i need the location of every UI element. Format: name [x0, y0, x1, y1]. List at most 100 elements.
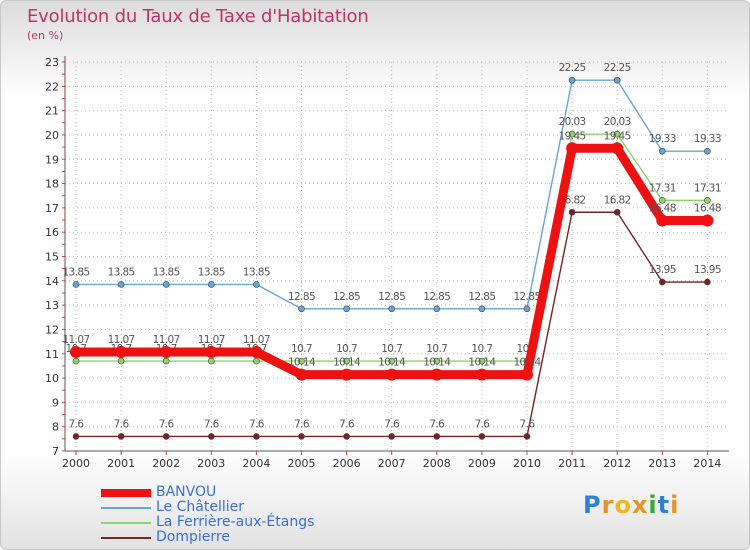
x-tick-label: 2008 — [423, 457, 451, 470]
y-tick-label: 11 — [45, 348, 59, 361]
data-label: 7.6 — [384, 418, 400, 430]
logo-letter: i — [648, 491, 658, 519]
data-label: 19.33 — [694, 133, 721, 145]
data-point — [568, 76, 576, 84]
data-point — [208, 281, 215, 288]
data-point — [433, 305, 441, 313]
logo-letter: r — [601, 491, 615, 519]
data-label: 11.07 — [243, 334, 270, 346]
data-label: 10.14 — [333, 357, 361, 369]
data-point — [162, 281, 170, 288]
data-label: 7.6 — [294, 418, 310, 430]
data-label: 12.85 — [423, 291, 450, 303]
data-point — [208, 433, 215, 440]
x-tick-label: 2007 — [378, 457, 406, 470]
data-point — [658, 197, 666, 204]
data-label: 13.85 — [62, 266, 89, 278]
x-tick-label: 2005 — [288, 457, 316, 470]
data-label: 7.6 — [114, 418, 130, 430]
data-label: 7.6 — [159, 418, 175, 430]
data-point — [298, 357, 305, 365]
data-point — [343, 433, 350, 440]
data-point — [613, 76, 621, 84]
data-point — [388, 305, 396, 313]
data-label: 7.6 — [339, 418, 355, 430]
data-point — [613, 208, 621, 216]
x-tick-label: 2006 — [333, 457, 361, 470]
x-tick-label: 2011 — [558, 457, 586, 470]
data-label: 7.6 — [474, 418, 490, 430]
data-label: 7.6 — [520, 418, 536, 430]
data-point — [253, 433, 260, 440]
data-label: 10.7 — [291, 343, 312, 355]
data-label: 7.6 — [204, 418, 220, 430]
data-label: 10.7 — [381, 343, 402, 355]
data-label: 16.48 — [649, 203, 676, 215]
data-point — [388, 357, 396, 365]
x-tick-label: 2012 — [603, 457, 631, 470]
data-label: 13.95 — [649, 264, 676, 276]
y-tick-label: 22 — [45, 80, 59, 93]
data-point — [343, 305, 350, 313]
y-tick-label: 17 — [45, 202, 59, 215]
data-label: 10.14 — [378, 357, 406, 369]
data-point — [478, 433, 486, 440]
data-point — [523, 433, 531, 440]
y-tick-label: 16 — [45, 226, 59, 239]
data-point — [523, 305, 531, 313]
data-label: 19.33 — [649, 133, 676, 145]
y-tick-label: 7 — [52, 445, 59, 458]
y-tick-label: 14 — [45, 275, 59, 288]
data-label: 13.85 — [243, 266, 270, 278]
data-label: 10.7 — [426, 343, 447, 355]
data-label: 17.31 — [649, 182, 676, 194]
data-label: 10.14 — [513, 357, 541, 369]
y-tick-label: 19 — [45, 153, 59, 166]
data-label: 13.85 — [108, 266, 135, 278]
data-label: 16.82 — [604, 194, 631, 206]
data-point — [568, 208, 576, 216]
data-label: 10.7 — [336, 343, 357, 355]
x-tick-label: 2010 — [513, 457, 541, 470]
data-point — [160, 346, 173, 359]
y-tick-label: 12 — [45, 323, 59, 336]
data-label: 13.85 — [153, 266, 180, 278]
data-point — [117, 281, 125, 288]
y-tick-label: 21 — [45, 105, 59, 118]
data-point — [704, 278, 711, 286]
data-point — [613, 130, 621, 138]
series-line — [76, 133, 708, 362]
data-label: 12.85 — [513, 291, 540, 303]
data-point — [205, 346, 218, 359]
logo-letter: t — [657, 491, 671, 519]
x-tick-label: 2001 — [107, 457, 135, 470]
data-label: 19.45 — [604, 130, 631, 142]
data-point — [656, 214, 669, 227]
y-tick-label: 20 — [45, 129, 59, 142]
data-label: 11.07 — [62, 334, 89, 346]
data-point — [117, 433, 125, 440]
data-point — [658, 278, 666, 286]
data-point — [115, 346, 128, 359]
logo-letter: x — [631, 491, 649, 519]
data-point — [295, 368, 308, 381]
legend-label: La Ferrière-aux-Étangs — [156, 514, 315, 530]
legend-label: Le Châtellier — [156, 499, 244, 515]
data-label: 12.85 — [333, 291, 360, 303]
data-point — [478, 305, 486, 313]
data-point — [704, 197, 711, 204]
data-label: 17.31 — [694, 182, 721, 194]
legend-swatch-dompierre — [101, 537, 151, 539]
data-point — [568, 130, 576, 138]
data-point — [162, 433, 170, 440]
data-point — [658, 147, 666, 155]
data-point — [701, 214, 714, 227]
data-point — [478, 357, 486, 365]
data-label: 13.85 — [198, 266, 225, 278]
x-tick-label: 2009 — [468, 457, 496, 470]
y-tick-label: 8 — [52, 421, 59, 434]
y-tick-label: 18 — [45, 178, 59, 191]
y-tick-label: 13 — [45, 299, 59, 312]
chart-subtitle: (en %) — [27, 29, 64, 42]
